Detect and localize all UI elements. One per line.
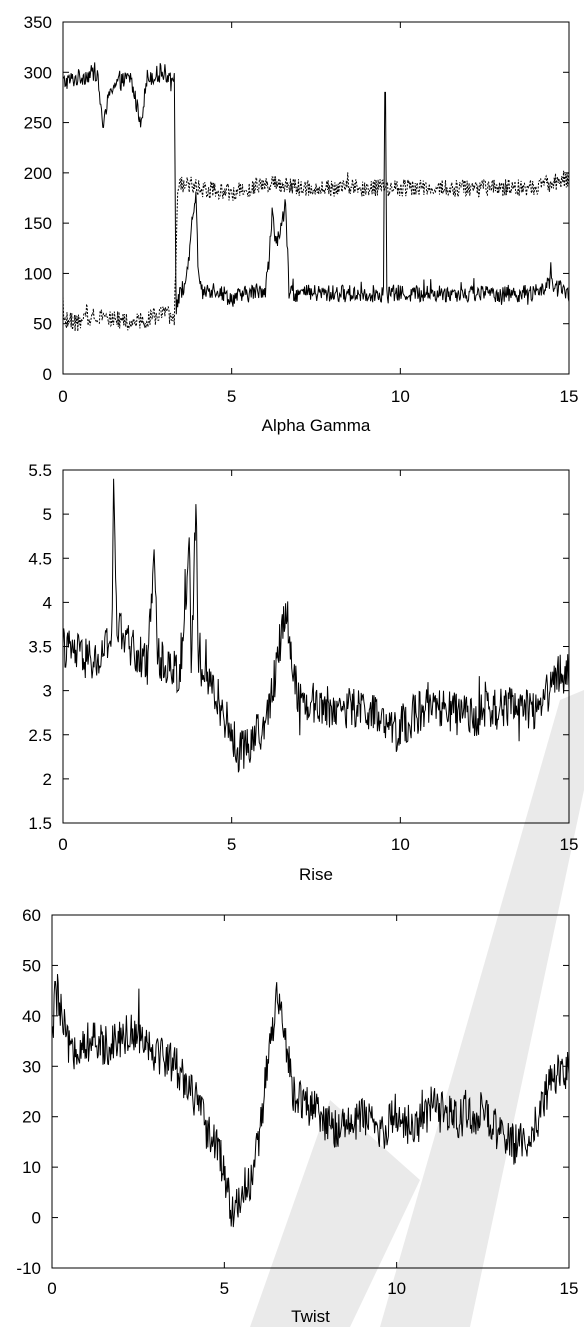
y-tick-label: 4	[43, 593, 52, 612]
y-tick-label: 4.5	[28, 549, 52, 568]
x-tick-label: 10	[391, 387, 410, 406]
y-tick-label: 30	[22, 1057, 41, 1076]
x-tick-label: 15	[560, 1279, 579, 1298]
y-tick-label: 40	[22, 1007, 41, 1026]
series-line-0	[63, 478, 569, 773]
y-tick-label: 300	[24, 63, 52, 82]
x-tick-label: 0	[58, 835, 67, 854]
plot-frame	[51, 914, 570, 1269]
y-tick-label: 5.5	[28, 461, 52, 480]
y-tick-label: 50	[22, 956, 41, 975]
x-axis-label: Rise	[299, 865, 333, 884]
x-tick-label: 15	[560, 387, 579, 406]
y-tick-label: 2	[43, 770, 52, 789]
y-tick-label: -10	[16, 1259, 41, 1278]
twist-chart: -10 0 10 20 30 40 50 60 0 5 10 15 Twist	[16, 906, 578, 1326]
y-tick-label: 20	[22, 1108, 41, 1127]
watermark	[250, 1100, 420, 1327]
x-tick-label: 10	[387, 1279, 406, 1298]
y-tick-label: 50	[33, 315, 52, 334]
x-tick-label: 5	[227, 835, 236, 854]
watermark	[380, 690, 584, 1327]
y-tick-label: 150	[24, 214, 52, 233]
y-tick-label: 3.5	[28, 638, 52, 657]
x-tick-label: 0	[58, 387, 67, 406]
y-tick-label: 1.5	[28, 814, 52, 833]
x-tick-label: 5	[220, 1279, 229, 1298]
y-tick-label: 3	[43, 682, 52, 701]
x-tick-label: 5	[227, 387, 236, 406]
x-tick-label: 15	[560, 835, 579, 854]
y-tick-label: 0	[32, 1209, 41, 1228]
y-tick-label: 250	[24, 114, 52, 133]
x-tick-label: 0	[47, 1279, 56, 1298]
y-tick-label: 10	[22, 1158, 41, 1177]
series-line-1	[63, 170, 569, 332]
x-tick-label: 10	[391, 835, 410, 854]
y-tick-label: 0	[43, 365, 52, 384]
series-line-0	[63, 62, 569, 315]
y-tick-label: 200	[24, 164, 52, 183]
y-tick-label: 350	[24, 13, 52, 32]
series-line-0	[52, 974, 569, 1228]
x-axis-label: Twist	[291, 1307, 330, 1326]
plot-frame	[62, 469, 570, 824]
y-tick-label: 100	[24, 264, 52, 283]
y-tick-label: 2.5	[28, 726, 52, 745]
alpha-gamma-chart: 0 50 100 150 200 250 300 350 0 5 10 15 Alpha Gamma	[24, 13, 579, 435]
plot-frame	[62, 21, 570, 375]
x-axis-label: Alpha Gamma	[262, 416, 371, 435]
rise-chart: 1.5 2 2.5 3 3.5 4 4.5 5 5.5 0 5 10 15 Rise	[28, 461, 578, 884]
y-tick-label: 60	[22, 906, 41, 925]
y-tick-label: 5	[43, 505, 52, 524]
